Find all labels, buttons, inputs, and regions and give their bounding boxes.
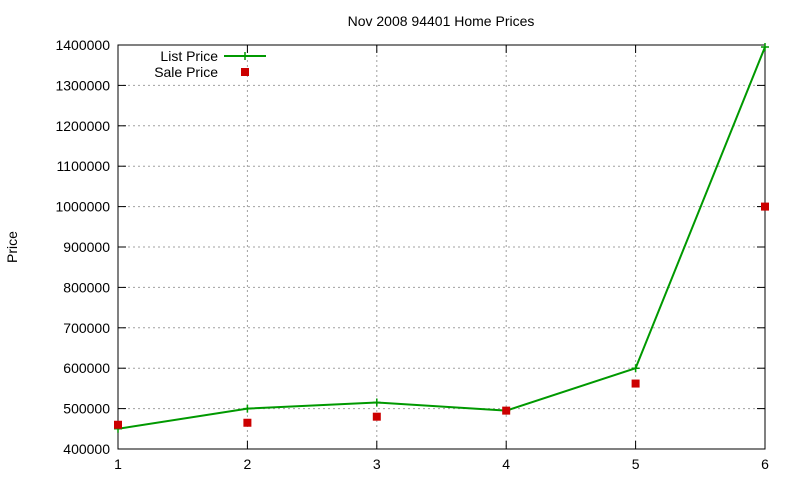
chart-title: Nov 2008 94401 Home Prices [348,13,535,29]
y-tick-label: 1300000 [55,77,110,93]
y-ticks: 400000 500000 600000 700000 800000 900000 1000… [55,37,765,457]
x-tick-label: 3 [373,456,381,472]
y-axis-label: Price [4,231,20,263]
sale-price-point [243,418,252,427]
x-tick-label: 5 [632,456,640,472]
plot-border [117,44,766,450]
list-price-point [631,364,640,373]
sale-price-point [502,406,511,415]
series-group [114,43,769,433]
legend-label: List Price [160,48,218,64]
y-tick-label: 1200000 [55,118,110,134]
list-price-point [372,398,381,407]
list-price-point [761,43,769,52]
y-tick-label: 700000 [63,320,110,336]
y-tick-label: 600000 [63,360,110,376]
sale-price-point [631,379,640,388]
x-tick-label: 4 [502,456,510,472]
y-tick-label: 500000 [63,401,110,417]
list-price-point [243,404,252,413]
sale-price-point [114,420,122,429]
x-ticks: 1 2 3 4 5 6 [114,45,769,472]
axes [117,44,766,450]
y-tick-label: 800000 [63,279,110,295]
y-tick-label: 900000 [63,239,110,255]
grid [118,45,765,449]
y-tick-label: 1100000 [57,158,111,174]
x-tick-label: 1 [114,456,122,472]
y-tick-label: 1000000 [55,199,110,215]
y-tick-label: 1400000 [55,37,110,53]
x-tick-label: 6 [761,456,769,472]
x-tick-label: 2 [244,456,252,472]
sale-price-point [372,412,381,421]
legend-cross-marker [241,52,249,60]
list-price-line [117,46,766,430]
y-tick-label: 400000 [63,441,110,457]
legend-label: Sale Price [154,64,218,80]
sale-price-point [761,202,769,211]
legend-square-marker [241,68,249,76]
